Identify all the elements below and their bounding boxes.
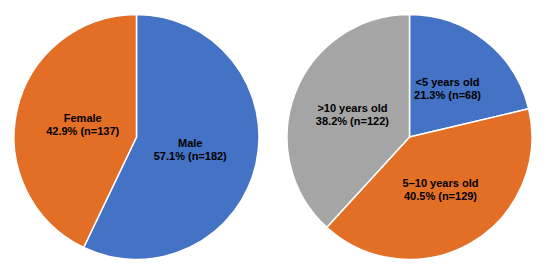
- slice-label: >10 years old38.2% (n=122): [316, 102, 389, 127]
- slice-label: Male57.1% (n=182): [154, 137, 227, 162]
- chart-root: Male57.1% (n=182) Female42.9% (n=137) <5 y…: [0, 0, 546, 274]
- slice-label: Female42.9% (n=137): [46, 112, 119, 137]
- pie-slice: [287, 15, 410, 228]
- chart-svg: Male57.1% (n=182) Female42.9% (n=137) <5 y…: [0, 0, 546, 274]
- slice-label: <5 years old21.3% (n=68): [414, 76, 481, 101]
- pie: [287, 15, 532, 260]
- pie-slice: [14, 15, 136, 248]
- pie: [14, 15, 259, 260]
- slice-label: 5–10 years old40.5% (n=129): [403, 177, 479, 202]
